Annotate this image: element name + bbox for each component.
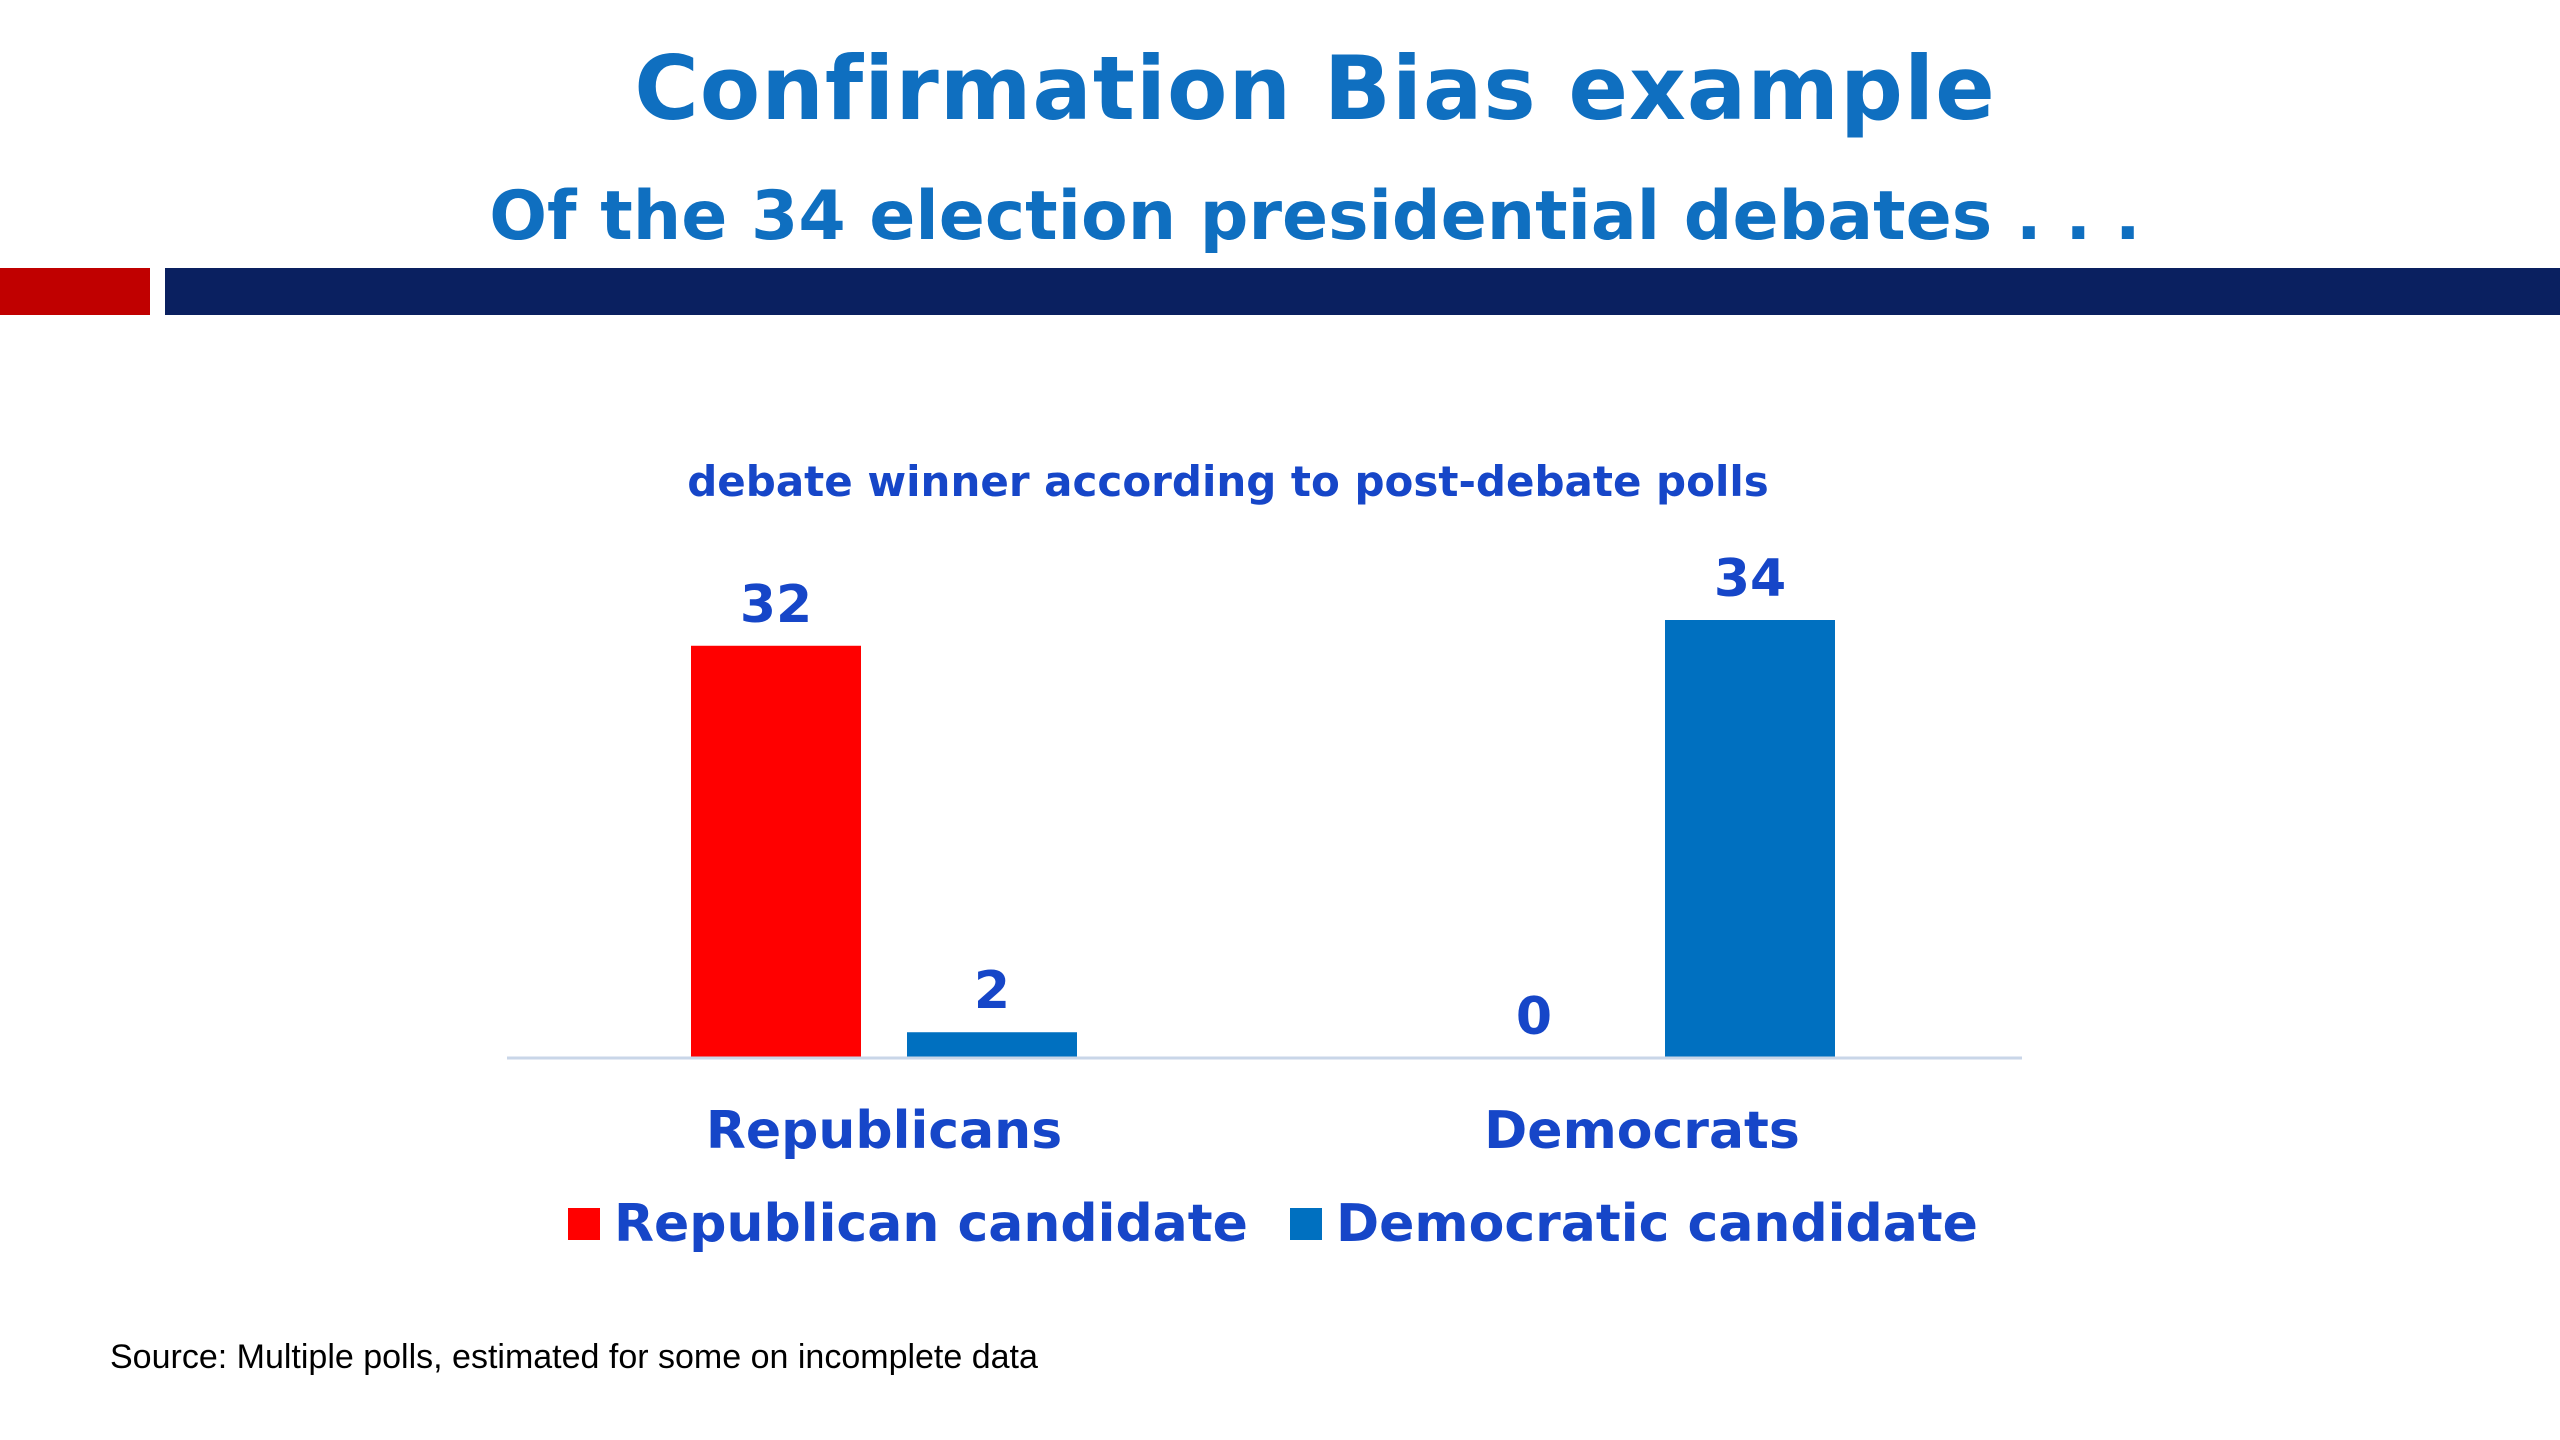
accent-bar-navy xyxy=(165,268,2560,315)
category-label-republicans: Republicans xyxy=(706,1101,1062,1161)
chart-title: debate winner according to post-debate p… xyxy=(687,457,1769,506)
legend-label-0: Republican candidate xyxy=(614,1194,1248,1254)
value-label-republicans-0: 32 xyxy=(740,575,812,635)
value-label-democrats-0: 0 xyxy=(1516,987,1552,1047)
legend-swatch-0 xyxy=(568,1208,600,1240)
legend-label-1: Democratic candidate xyxy=(1336,1194,1978,1254)
bar-republicans-0 xyxy=(691,645,861,1058)
legend-swatch-1 xyxy=(1290,1208,1322,1240)
category-labels-group: Republicans Democrats xyxy=(706,1101,1800,1161)
value-label-democrats-1: 34 xyxy=(1714,549,1786,609)
accent-bar-red xyxy=(0,268,150,315)
value-label-republicans-1: 2 xyxy=(974,961,1010,1021)
source-note: Source: Multiple polls, estimated for so… xyxy=(110,1338,1038,1376)
category-label-democrats: Democrats xyxy=(1484,1101,1800,1161)
bar-democrats-1 xyxy=(1665,620,1835,1058)
slide-title: Confirmation Bias example xyxy=(634,37,1996,140)
bar-republicans-1 xyxy=(907,1032,1077,1058)
bars-group xyxy=(691,620,1835,1058)
slide-subtitle: Of the 34 election presidential debates … xyxy=(489,177,2141,256)
legend: Republican candidate Democratic candidate xyxy=(568,1194,1978,1254)
value-labels-group: 32 2 0 34 xyxy=(740,549,1786,1047)
